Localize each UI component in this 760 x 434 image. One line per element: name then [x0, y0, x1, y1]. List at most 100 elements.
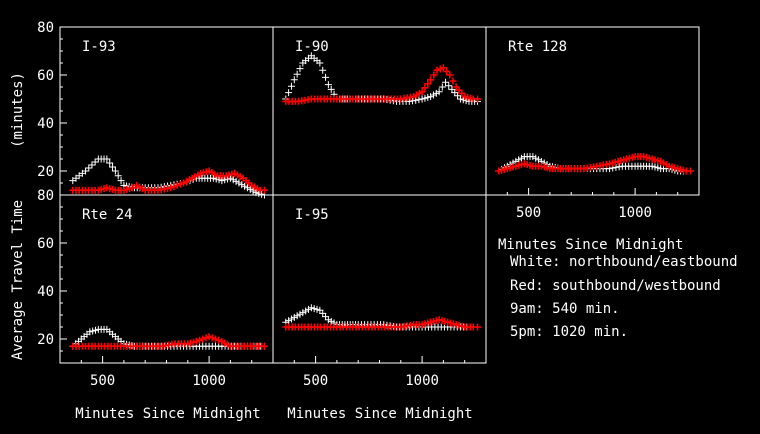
data-point-interp: [88, 161, 96, 169]
xlabel-middle: Minutes Since Midnight: [287, 406, 472, 422]
x-tick-label: 500: [516, 205, 541, 221]
series-southbound: [282, 64, 481, 105]
data-point: [316, 59, 324, 67]
data-point: [473, 323, 481, 331]
data-point: [529, 153, 537, 161]
data-point-interp: [451, 89, 459, 97]
data-point-interp: [208, 334, 216, 342]
data-point-interp: [459, 96, 467, 104]
data-point: [324, 81, 332, 89]
data-point-interp: [310, 305, 318, 313]
data-point-interp: [296, 310, 304, 318]
data-point-interp: [319, 309, 327, 317]
data-point: [167, 184, 175, 192]
data-point: [209, 174, 217, 182]
ylabel-inner: (minutes): [10, 72, 26, 148]
data-point: [427, 76, 435, 84]
data-point-interp: [258, 190, 266, 198]
data-point: [86, 328, 94, 336]
data-point-interp: [421, 84, 429, 92]
data-point: [418, 95, 426, 103]
data-point-interp: [651, 163, 659, 171]
panel-title: Rte 24: [82, 207, 133, 223]
data-point: [324, 316, 332, 324]
data-point-interp: [285, 89, 293, 97]
data-point: [442, 78, 450, 86]
panel-title: Rte 128: [508, 39, 567, 55]
panel-i-90: I-90: [272, 26, 487, 196]
data-point-interp: [654, 164, 662, 172]
data-point-interp: [89, 327, 97, 335]
legend: Minutes Since Midnight White: northbound…: [498, 237, 738, 340]
data-point: [473, 95, 481, 103]
data-point-interp: [249, 187, 257, 195]
data-point: [243, 184, 251, 192]
data-point-interp: [229, 176, 237, 184]
panels-group: 20 40 60 80 I-93 I-90 500 1000 Rte 128 20 40 60 80 50…: [37, 20, 700, 389]
data-point-interp: [305, 305, 312, 313]
data-point-interp: [424, 80, 432, 88]
data-point: [446, 71, 454, 79]
data-point-interp: [176, 180, 184, 188]
data-point: [427, 93, 435, 101]
data-point: [433, 66, 441, 74]
data-point-interp: [429, 91, 437, 99]
data-point-interp: [302, 307, 310, 315]
data-point-interp: [114, 172, 122, 180]
data-point: [218, 177, 226, 185]
data-point-interp: [293, 312, 301, 320]
data-point: [111, 167, 119, 175]
legend-title: Minutes Since Midnight: [498, 237, 683, 253]
data-point-interp: [322, 73, 330, 81]
y-tick-label: 20: [37, 164, 54, 180]
data-point-interp: [409, 97, 417, 105]
data-point-interp: [327, 85, 335, 93]
data-point: [686, 167, 694, 175]
panel-title: I-93: [82, 39, 116, 55]
data-point: [211, 335, 219, 343]
data-point-interp: [313, 305, 321, 313]
series-southbound: [69, 167, 268, 194]
data-point-interp: [215, 336, 223, 344]
data-point-interp: [319, 66, 327, 74]
data-point-interp: [443, 67, 451, 75]
y-tick-label: 80: [37, 20, 54, 36]
data-point-interp: [430, 71, 438, 79]
data-point: [235, 179, 243, 187]
data-point-interp: [91, 158, 99, 166]
series-southbound: [282, 316, 481, 331]
data-point: [299, 309, 307, 317]
data-point: [435, 88, 443, 96]
x-tick-label: 1000: [618, 205, 652, 221]
data-point-interp: [293, 70, 301, 78]
data-point-interp: [202, 334, 210, 342]
data-point: [82, 167, 90, 175]
legend-line-9am: 9am: 540 min.: [510, 301, 620, 317]
data-point-interp: [462, 97, 470, 105]
data-point: [307, 304, 315, 312]
data-point-interp: [285, 317, 293, 325]
data-point: [226, 174, 234, 182]
data-point: [456, 95, 464, 103]
data-point: [260, 186, 268, 194]
data-point: [128, 184, 136, 192]
panel-i-93: 20 40 60 80 I-93: [37, 20, 274, 199]
y-tick-label: 40: [37, 116, 54, 132]
data-point: [205, 333, 213, 341]
data-point-interp: [85, 164, 93, 172]
legend-line-white: White: northbound/eastbound: [510, 254, 738, 270]
data-point: [648, 162, 656, 170]
xlabel-left: Minutes Since Midnight: [75, 406, 260, 422]
data-point-interp: [438, 83, 446, 91]
data-point-interp: [615, 163, 623, 171]
legend-line-red: Red: southbound/westbound: [510, 278, 721, 294]
x-tick-label: 1000: [405, 373, 439, 389]
data-point-interp: [436, 65, 444, 73]
x-tick-label: 500: [303, 373, 328, 389]
panel-rte-128: 500 1000 Rte 128: [485, 26, 700, 221]
x-tick-label: 500: [90, 373, 115, 389]
y-tick-label: 40: [37, 284, 54, 300]
data-point-interp: [424, 93, 432, 101]
data-point-interp: [170, 183, 178, 191]
